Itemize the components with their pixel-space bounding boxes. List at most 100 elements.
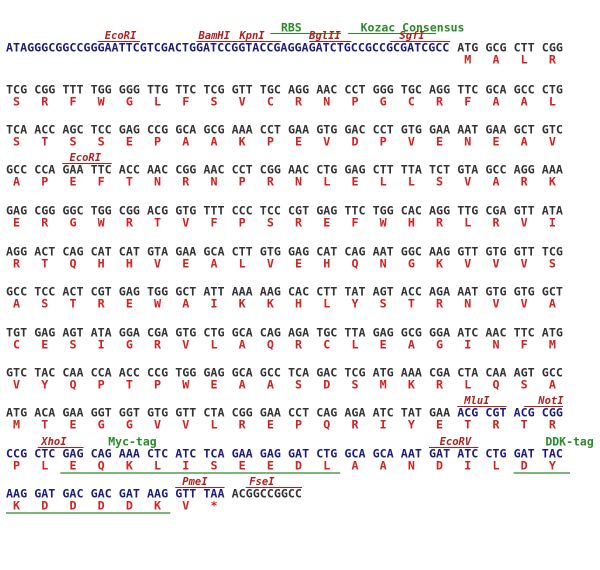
codon: CCA [34, 163, 55, 177]
amino-acid: S [69, 338, 76, 352]
amino-acid: R [295, 338, 303, 352]
codon: GCT [514, 123, 535, 137]
amino-acid: R [436, 95, 444, 109]
amino-acid: H [126, 257, 133, 271]
amino-acid: F [98, 175, 105, 189]
codon: AAC [316, 83, 337, 97]
codon: CAG [316, 406, 337, 420]
amino-acid: E [267, 459, 274, 473]
amino-acid: V [549, 135, 556, 149]
amino-acid: S [521, 378, 528, 392]
codon: AAT [401, 447, 422, 461]
amino-acid: L [41, 459, 48, 473]
codon: TGG [175, 366, 196, 380]
codon: TTC [91, 163, 112, 177]
codon: CGA [485, 204, 506, 218]
codon: AAA [232, 123, 253, 137]
codon: AAC [203, 163, 224, 177]
amino-acid: C [408, 95, 415, 109]
amino-acid: A [549, 378, 556, 392]
codon: GCA [203, 245, 224, 259]
codon: GTT [457, 245, 478, 259]
amino-acid: I [549, 216, 556, 230]
amino-acid: A [182, 297, 189, 311]
codon: ACC [34, 123, 55, 137]
amino-acid: W [98, 95, 106, 109]
codon: ATC [457, 447, 478, 461]
amino-acid: M [464, 53, 471, 67]
codon: CTC [147, 447, 168, 461]
codon: CAT [91, 245, 112, 259]
amino-acid: H [295, 297, 302, 311]
codon: CAC [288, 285, 309, 299]
codon: GAT [34, 487, 55, 501]
codon: CTA [457, 366, 478, 380]
codon: TCC [34, 285, 55, 299]
codon: CCT [232, 163, 253, 177]
amino-acid: L [521, 53, 528, 67]
codon: CAT [316, 245, 337, 259]
amino-acid: L [464, 216, 471, 230]
codon: CAG [260, 326, 281, 340]
codon: CTG [485, 447, 506, 461]
amino-acid: Y [408, 418, 415, 432]
amino-acid: E [295, 135, 302, 149]
amino-acid: D [41, 499, 48, 513]
codon: TCA [6, 123, 27, 137]
amino-acid: H [408, 216, 415, 230]
codon: CAT [119, 245, 140, 259]
amino-acid: F [521, 338, 528, 352]
codon: GGG [373, 83, 394, 97]
codon: AAA [232, 285, 253, 299]
leader-sequence: ATAGGGCGGCCGGGAATTCGTCGACTGGATCCGGTACCGA… [6, 41, 449, 55]
amino-acid: E [351, 175, 358, 189]
amino-acid: N [380, 257, 387, 271]
codon: GAC [62, 487, 83, 501]
codon: GTG [175, 326, 196, 340]
codon: ACG [457, 406, 478, 420]
codon: AGG [6, 245, 27, 259]
codon: AAC [288, 163, 309, 177]
codon: TTT [203, 204, 224, 218]
codon: CTT [232, 245, 253, 259]
amino-acid: I [464, 338, 471, 352]
codon: TAA [203, 487, 224, 501]
amino-acid: Q [69, 257, 76, 271]
amino-acid: R [98, 297, 106, 311]
amino-acid: E [436, 418, 443, 432]
codon: AAT [457, 123, 478, 137]
amino-acid: V [492, 257, 499, 271]
amino-acid: T [126, 378, 133, 392]
amino-acid: A [210, 257, 217, 271]
amino-acid: R [41, 216, 49, 230]
codon: AAA [401, 366, 422, 380]
amino-acid: E [267, 418, 274, 432]
amino-acid: N [408, 459, 415, 473]
amino-acid: R [436, 216, 444, 230]
amino-acid: E [69, 175, 76, 189]
codon: CCC [232, 204, 253, 218]
site-label: EcoRI [69, 152, 101, 164]
amino-acid: N [323, 95, 330, 109]
codon: GAA [62, 163, 83, 177]
amino-acid: L [380, 175, 387, 189]
amino-acid: S [295, 378, 302, 392]
site-label: BglII [308, 30, 341, 42]
codon: ATG [6, 406, 27, 420]
amino-acid: F [69, 95, 76, 109]
codon: AAT [373, 245, 394, 259]
amino-acid: K [408, 378, 415, 392]
amino-acid: L [323, 459, 330, 473]
codon: TTA [344, 326, 365, 340]
amino-acid: W [98, 216, 106, 230]
codon: AAG [429, 245, 450, 259]
amino-acid: E [126, 297, 133, 311]
amino-acid: K [436, 257, 443, 271]
feature-label: Kozac Consensus [361, 21, 465, 35]
amino-acid: E [323, 216, 330, 230]
amino-acid: E [41, 338, 48, 352]
codon: GGT [119, 406, 140, 420]
codon: GTT [514, 245, 535, 259]
amino-acid: W [380, 216, 388, 230]
amino-acid: R [154, 338, 162, 352]
